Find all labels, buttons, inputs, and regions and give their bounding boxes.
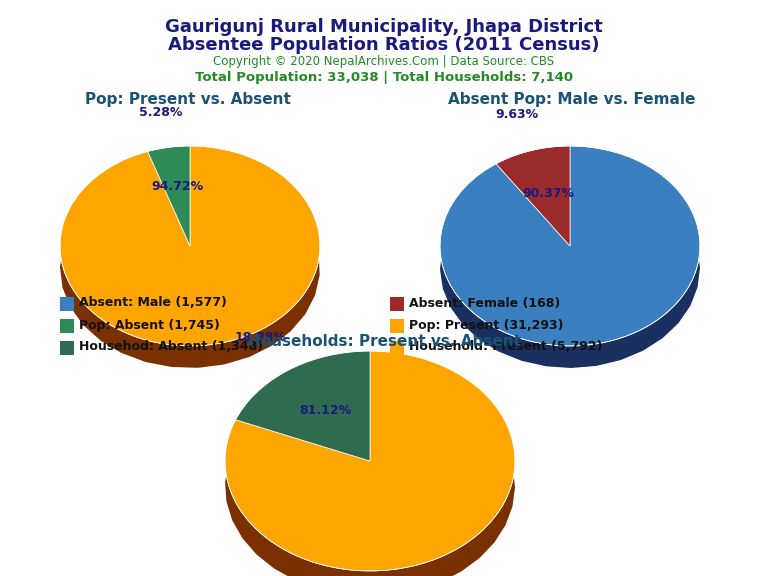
Text: Pop: Present vs. Absent: Pop: Present vs. Absent: [85, 92, 291, 107]
Polygon shape: [147, 146, 190, 246]
Text: 81.12%: 81.12%: [300, 404, 352, 418]
FancyBboxPatch shape: [60, 319, 74, 333]
Polygon shape: [236, 351, 370, 461]
Text: Gaurigunj Rural Municipality, Jhapa District: Gaurigunj Rural Municipality, Jhapa Dist…: [165, 18, 603, 36]
Text: Household: Present (5,792): Household: Present (5,792): [409, 340, 603, 354]
Text: 5.28%: 5.28%: [139, 107, 183, 119]
Text: Copyright © 2020 NepalArchives.Com | Data Source: CBS: Copyright © 2020 NepalArchives.Com | Dat…: [214, 55, 554, 68]
Text: Househod: Absent (1,348): Househod: Absent (1,348): [79, 340, 263, 354]
Text: Total Population: 33,038 | Total Households: 7,140: Total Population: 33,038 | Total Househo…: [195, 71, 573, 85]
Polygon shape: [440, 146, 700, 346]
Polygon shape: [496, 146, 570, 246]
Polygon shape: [225, 351, 515, 576]
Text: Absent Pop: Male vs. Female: Absent Pop: Male vs. Female: [449, 92, 696, 107]
Text: Households: Present vs. Absent: Households: Present vs. Absent: [247, 334, 521, 349]
Text: Absent: Male (1,577): Absent: Male (1,577): [79, 297, 227, 309]
Text: 9.63%: 9.63%: [495, 108, 538, 121]
Text: 18.88%: 18.88%: [235, 331, 286, 344]
Polygon shape: [440, 146, 700, 368]
Text: Pop: Absent (1,745): Pop: Absent (1,745): [79, 319, 220, 332]
FancyBboxPatch shape: [390, 297, 404, 311]
Text: Pop: Present (31,293): Pop: Present (31,293): [409, 319, 564, 332]
Text: Absentee Population Ratios (2011 Census): Absentee Population Ratios (2011 Census): [168, 36, 600, 54]
FancyBboxPatch shape: [390, 341, 404, 355]
FancyBboxPatch shape: [60, 341, 74, 355]
Polygon shape: [225, 351, 515, 571]
FancyBboxPatch shape: [60, 297, 74, 311]
FancyBboxPatch shape: [390, 319, 404, 333]
Polygon shape: [60, 146, 320, 346]
Polygon shape: [60, 146, 319, 368]
Text: Absent: Female (168): Absent: Female (168): [409, 297, 560, 309]
Text: 90.37%: 90.37%: [523, 187, 574, 200]
Text: 94.72%: 94.72%: [151, 180, 204, 194]
